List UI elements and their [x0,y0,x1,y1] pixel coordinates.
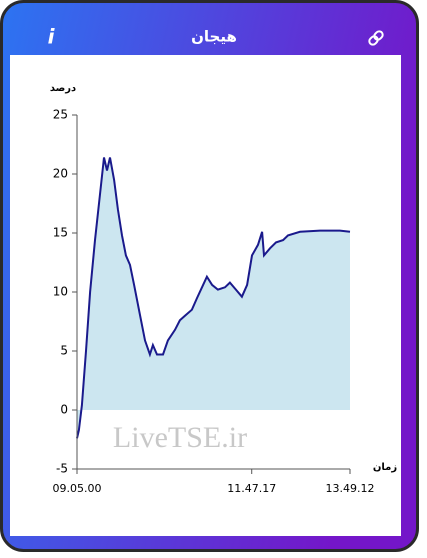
area-fill [77,157,350,439]
line [76,157,351,439]
y-tick-label: 10 [53,285,68,299]
y-tick-label: 20 [53,167,68,181]
y-tick-label: 25 [53,108,68,122]
link-button[interactable] [368,30,384,46]
y-tick-label: 0 [60,403,68,417]
x-tick-label: 09.05.00 [53,482,102,495]
watermark: LiveTSE.ir [113,421,247,454]
x-axis-label: زمان [373,462,397,473]
header-title: هیجان [191,28,237,46]
x-tick-label: 11.47.17 [227,482,276,495]
info-button[interactable]: i [48,25,56,49]
y-tick-label: 15 [53,226,68,240]
y-axis-label: درصد [50,83,76,94]
y-tick-label: 5 [60,344,68,358]
y-tick-label: -5 [56,462,68,476]
x-tick-label: 13.49.12 [326,482,375,495]
